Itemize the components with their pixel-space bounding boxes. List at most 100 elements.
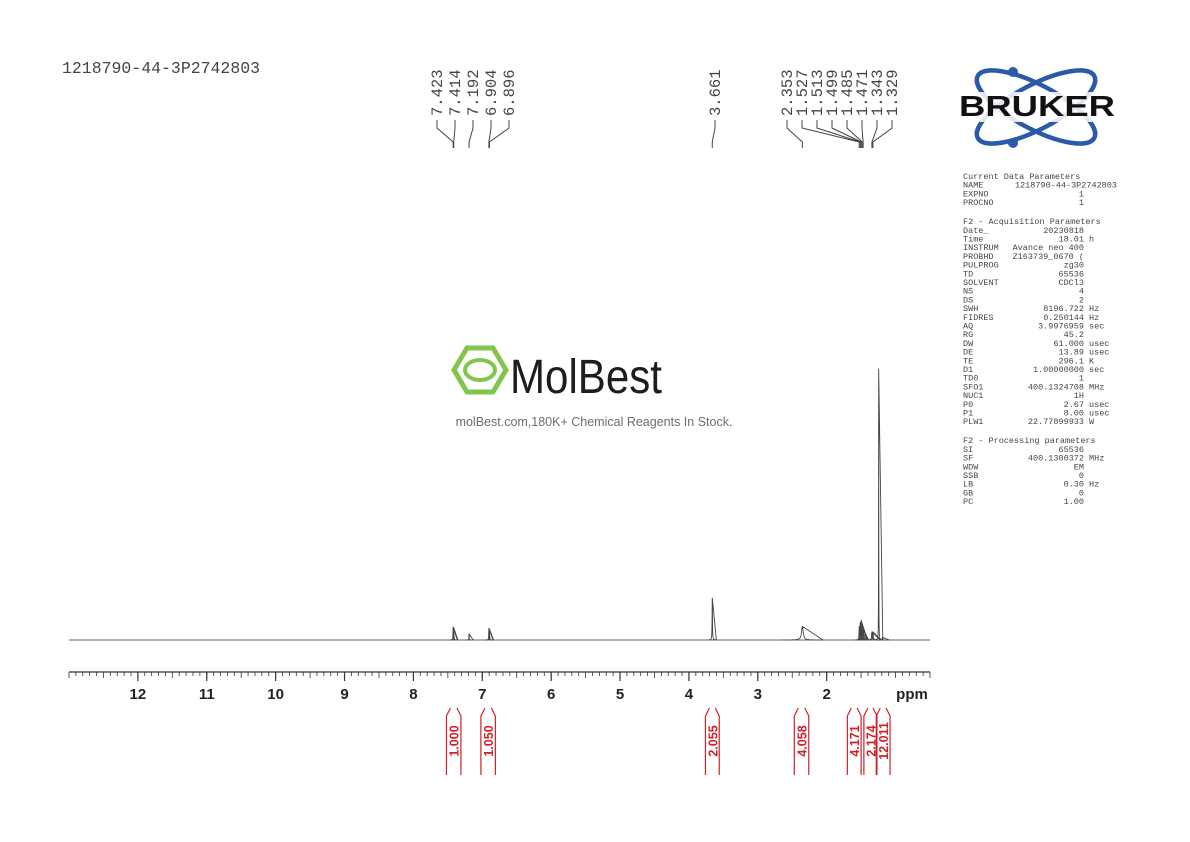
integral-label: 1.050 (482, 725, 496, 756)
peak-leader (816, 120, 861, 148)
parameter-section-title: Current Data Parameters (963, 172, 1080, 182)
integral-bracket (480, 707, 496, 775)
parameter-key: TD0 (963, 374, 978, 384)
peak-leader (436, 120, 454, 148)
x-tick-label: 11 (199, 686, 215, 703)
parameter-key: PC (963, 497, 973, 507)
parameter-value: Avance neo 400 (1013, 243, 1084, 253)
parameter-key: NS (963, 287, 973, 297)
parameter-key: Date_ (963, 226, 989, 236)
peak-label: 6.904 (483, 69, 501, 116)
parameter-value: 1.00 (1064, 497, 1084, 507)
parameter-unit: MHz (1089, 382, 1104, 392)
parameter-unit: Hz (1089, 313, 1099, 323)
logo-dot (1008, 138, 1018, 148)
parameter-key: PULPROG (963, 261, 999, 271)
peak-leader (711, 120, 716, 148)
peak-label: 1.499 (824, 69, 842, 116)
signal-peak (781, 626, 824, 641)
parameter-value: 18.01 (1058, 235, 1084, 245)
peak-label: 2.353 (779, 69, 797, 116)
parameter-unit: usec (1089, 400, 1109, 410)
parameter-key: EXPNO (963, 189, 989, 199)
integral-bracket (704, 707, 720, 775)
parameter-value: Z163739_0670 ( (1013, 252, 1084, 262)
parameter-unit: sec (1089, 322, 1104, 332)
parameter-value: 1 (1079, 189, 1084, 199)
parameter-key: P1 (963, 409, 973, 419)
parameter-value: 400.1324708 (1028, 382, 1084, 392)
x-tick-label: 12 (130, 686, 147, 703)
signal-peak (707, 597, 717, 641)
watermark-brand: MolBest (510, 351, 662, 404)
logo-orbit (974, 68, 1098, 146)
sample-id: 1218790-44-3P2742803 (62, 59, 260, 78)
parameter-unit: MHz (1089, 454, 1104, 464)
x-tick-label: 3 (754, 686, 762, 703)
peak-leader (801, 120, 860, 148)
parameter-value: 0.30 (1064, 480, 1084, 490)
watermark: MolBest molBest.com,180K+ Chemical Reage… (451, 345, 733, 429)
parameter-value: 65536 (1058, 269, 1084, 279)
parameter-key: SFO1 (963, 382, 983, 392)
integral-bracket (445, 707, 462, 775)
parameter-value: 1H (1074, 391, 1084, 401)
x-tick-label: 5 (616, 686, 624, 703)
parameter-unit: h (1089, 235, 1094, 245)
peak-leader (786, 120, 803, 148)
peak-leader (488, 120, 510, 148)
peak-label: 1.527 (794, 69, 812, 116)
peak-leader (846, 120, 863, 148)
spectrum-plot: 12 11 10 9 8 7 6 5 4 3 2 ppm 7.423 7.414 7.192 6.904 6.8… (68, 69, 931, 775)
integral-bracket (793, 707, 810, 775)
parameter-key: DS (963, 295, 973, 305)
parameter-key: RG (963, 330, 973, 340)
parameter-value: 3.9976959 (1038, 322, 1084, 332)
parameter-key: AQ (963, 322, 973, 332)
parameter-unit: K (1089, 356, 1095, 366)
logo-orbit (974, 68, 1098, 146)
x-tick-label: 7 (478, 686, 486, 703)
parameter-value: 0 (1079, 488, 1084, 498)
peak-leader (468, 120, 474, 148)
peak-label: 7.414 (447, 69, 465, 116)
signal-peak (875, 636, 890, 641)
peak-leader (453, 120, 456, 148)
parameter-value: 0 (1079, 471, 1084, 481)
parameter-value: 2 (1079, 295, 1084, 305)
parameter-value: 400.1300372 (1028, 454, 1084, 464)
parameter-key: P0 (963, 400, 973, 410)
peak-label: 1.343 (869, 69, 887, 116)
parameter-value: 45.2 (1064, 330, 1084, 340)
parameter-key: TD (963, 269, 973, 279)
parameter-value: 1.00000000 (1033, 365, 1084, 375)
parameter-key: DW (963, 339, 974, 349)
peak-label: 1.485 (839, 69, 857, 116)
integral-label: 4.058 (796, 725, 810, 756)
parameter-key: PROBHD (963, 252, 994, 262)
parameter-key: GB (963, 488, 973, 498)
watermark-tagline: molBest.com,180K+ Chemical Reagents In S… (456, 415, 733, 429)
parameter-value: 0.250144 (1043, 313, 1084, 323)
parameter-key: PROCNO (963, 198, 994, 208)
parameter-value: 22.77899933 (1028, 417, 1084, 427)
x-tick-label: 8 (409, 686, 417, 703)
x-tick-label: 2 (823, 686, 831, 703)
parameter-value: 296.1 (1058, 356, 1084, 366)
parameter-unit: usec (1089, 348, 1109, 358)
peak-leader (872, 120, 893, 148)
watermark-icon (463, 358, 497, 382)
logo-text: BRUKER (959, 91, 1115, 123)
parameter-key: SWH (963, 304, 978, 314)
signal-peak (484, 628, 494, 641)
peak-leader (861, 120, 864, 148)
parameter-key: NUC1 (963, 391, 983, 401)
parameter-key: FIDRES (963, 313, 994, 323)
logo-backdrop (958, 92, 1116, 122)
parameter-value: 8.00 (1064, 409, 1084, 419)
peak-label: 1.471 (854, 69, 872, 116)
x-axis-label: ppm (896, 686, 928, 703)
peak-label: 1.329 (884, 69, 902, 116)
parameter-key: INSTRUM (963, 243, 999, 253)
